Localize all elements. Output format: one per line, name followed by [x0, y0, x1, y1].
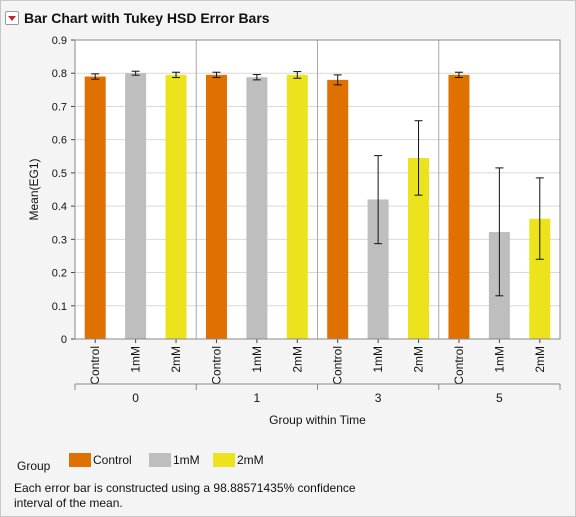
category-label: Control [331, 346, 345, 385]
legend-text-control: Control [93, 453, 132, 467]
bar [408, 157, 430, 339]
legend-swatch-1mm [149, 453, 171, 467]
title-bar: Bar Chart with Tukey HSD Error Bars [5, 7, 270, 29]
category-label: Control [209, 346, 223, 385]
chart-title: Bar Chart with Tukey HSD Error Bars [24, 10, 270, 26]
bar-chart: 0 0.1 0.2 0.3 0.4 0.5 0.6 0.7 0.8 0.9 Control 1mM 2m… [27, 35, 561, 427]
y-tick-label: 0 [61, 334, 67, 346]
bar [529, 218, 551, 339]
y-tick-label: 0.1 [52, 301, 67, 313]
legend-label: Group [17, 459, 51, 473]
bar [125, 73, 147, 339]
category-label: Control [88, 346, 102, 385]
group-label: 5 [496, 391, 503, 405]
legend-item-1mm: 1mM [149, 453, 200, 467]
footnote: Each error bar is constructed using a 98… [14, 481, 356, 510]
category-label: 1mM [371, 346, 385, 373]
legend-swatch-2mm [213, 453, 235, 467]
category-label: Control [452, 346, 466, 385]
category-label: 2mM [290, 346, 304, 373]
y-tick-label: 0.8 [52, 68, 67, 80]
category-label: 2mM [412, 346, 426, 373]
y-tick-label: 0.4 [52, 201, 67, 213]
category-label: 1mM [129, 346, 143, 373]
y-tick-label: 0.3 [52, 234, 67, 246]
disclosure-toggle-icon[interactable] [5, 11, 19, 25]
bar [367, 199, 389, 339]
legend-text-2mm: 2mM [237, 453, 264, 467]
y-tick-label: 0.9 [52, 35, 67, 47]
legend-item-2mm: 2mM [213, 453, 264, 467]
bar [84, 76, 106, 340]
legend-text-1mm: 1mM [173, 453, 200, 467]
bar [246, 77, 268, 339]
y-axis-title: Mean(EG1) [27, 158, 41, 220]
group-label: 1 [254, 391, 261, 405]
group-label: 0 [132, 391, 139, 405]
bar [286, 74, 308, 339]
bar [448, 74, 470, 339]
group-label: 3 [375, 391, 382, 405]
bar [165, 74, 187, 339]
legend-swatch-control [69, 453, 91, 467]
plot-frame [74, 39, 561, 340]
y-tick-label: 0.2 [52, 268, 67, 280]
legend-item-control: Control [69, 453, 132, 467]
category-label: 2mM [169, 346, 183, 373]
bar [205, 74, 227, 339]
category-label: 1mM [492, 346, 506, 373]
category-label: 1mM [250, 346, 264, 373]
y-tick-label: 0.6 [52, 135, 67, 147]
x-axis-title: Group within Time [269, 413, 366, 427]
y-tick-label: 0.7 [52, 101, 67, 113]
y-tick-label: 0.5 [52, 168, 67, 180]
bar [327, 79, 349, 339]
category-label: 2mM [533, 346, 547, 373]
